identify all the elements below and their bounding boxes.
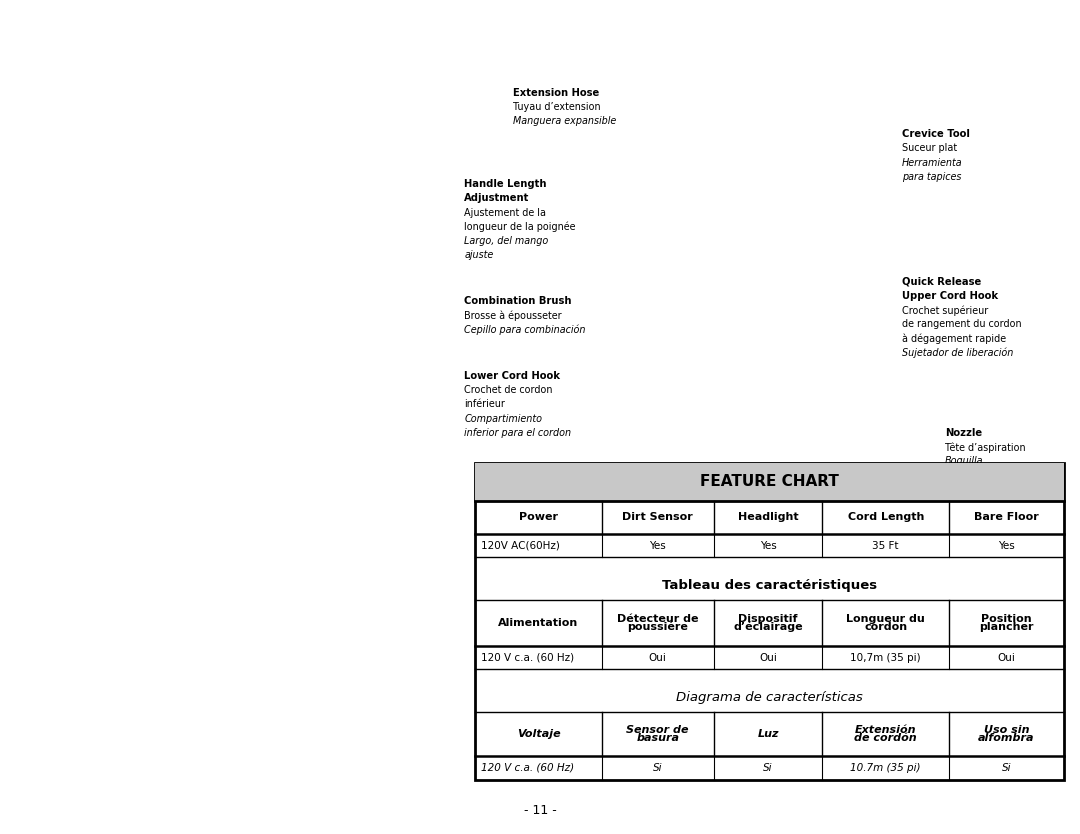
Text: Oui: Oui [998, 652, 1015, 662]
Text: alfombra: alfombra [978, 733, 1035, 743]
Text: FEATURE CHART: FEATURE CHART [700, 475, 839, 490]
Text: à dégagement rapide: à dégagement rapide [902, 334, 1005, 344]
Text: basura: basura [636, 733, 679, 743]
Text: Ajustement de la: Ajustement de la [464, 208, 546, 218]
Text: longueur de la poignée: longueur de la poignée [464, 222, 576, 233]
Text: Bare Floor: Bare Floor [974, 512, 1039, 522]
Text: Crevice Tool: Crevice Tool [902, 129, 970, 139]
Text: Si: Si [764, 763, 773, 773]
Text: Yes: Yes [759, 540, 777, 550]
Text: Manguera expansible: Manguera expansible [513, 116, 617, 126]
Text: para tapices: para tapices [902, 172, 961, 182]
Text: de cordón: de cordón [854, 733, 917, 743]
Text: Tuyau d’extension: Tuyau d’extension [513, 102, 600, 112]
Text: Tête d’aspiration: Tête d’aspiration [945, 442, 1026, 453]
Text: Yes: Yes [649, 540, 666, 550]
Text: Extension Hose: Extension Hose [513, 88, 599, 98]
Text: Manguera corta: Manguera corta [545, 608, 621, 618]
Text: Cepillo para combinación: Cepillo para combinación [464, 324, 585, 335]
Text: Compartimiento: Compartimiento [464, 414, 542, 424]
Text: Adjustment: Adjustment [464, 193, 530, 203]
Text: Combination Brush: Combination Brush [464, 296, 572, 306]
Text: Tableau des caractéristiques: Tableau des caractéristiques [662, 580, 877, 592]
Text: Courroie: Courroie [923, 588, 964, 598]
Text: Si: Si [653, 763, 662, 773]
Text: - 11 -: - 11 - [524, 804, 556, 817]
Text: Yes: Yes [998, 540, 1015, 550]
Text: Cord Length: Cord Length [848, 512, 923, 522]
Text: Crochet supérieur: Crochet supérieur [902, 305, 988, 316]
Text: Oui: Oui [649, 652, 666, 662]
Text: Lower Cord Hook: Lower Cord Hook [464, 371, 561, 381]
Bar [475, 463, 1064, 500]
Text: ajuste: ajuste [464, 250, 494, 260]
Text: 120 V c.a. (60 Hz): 120 V c.a. (60 Hz) [481, 652, 573, 662]
Text: Correa: Correa [923, 602, 956, 612]
Text: Brosse à épousseter: Brosse à épousseter [464, 310, 562, 321]
Text: Largo, del mango: Largo, del mango [464, 236, 549, 246]
Text: Luz: Luz [757, 729, 779, 739]
Text: Sujetador de liberación: Sujetador de liberación [902, 348, 1013, 359]
Text: Sensor de: Sensor de [626, 726, 689, 736]
Text: plancher: plancher [980, 621, 1034, 631]
Text: Boquilla: Boquilla [945, 456, 984, 466]
Text: inferior para el cordon: inferior para el cordon [464, 428, 571, 438]
Text: Herramienta: Herramienta [902, 158, 962, 168]
Text: Si: Si [1001, 763, 1011, 773]
Text: Nozzle: Nozzle [945, 428, 982, 438]
Text: Belt MC-V360B: Belt MC-V360B [923, 574, 1007, 584]
Text: Crochet de cordon: Crochet de cordon [464, 385, 553, 395]
Text: Voltaje: Voltaje [516, 729, 561, 739]
Text: Uso sin: Uso sin [984, 726, 1029, 736]
Text: 120 V c.a. (60 Hz): 120 V c.a. (60 Hz) [481, 763, 573, 773]
Text: 10.7m (35 pi): 10.7m (35 pi) [850, 763, 921, 773]
Text: de rangement du cordon: de rangement du cordon [902, 319, 1022, 329]
Text: Tuyau court: Tuyau court [545, 594, 602, 604]
Text: Short Hose: Short Hose [545, 580, 607, 590]
Text: Extensión: Extensión [855, 726, 917, 736]
Text: inférieur: inférieur [464, 399, 505, 409]
Text: Upper Cord Hook: Upper Cord Hook [902, 291, 998, 301]
Text: Dirt Sensor: Dirt Sensor [622, 512, 693, 522]
Text: Détecteur de: Détecteur de [617, 614, 699, 624]
Text: Diagrama de características: Diagrama de características [676, 691, 863, 704]
Text: Quick Release: Quick Release [902, 277, 981, 287]
Text: d’éclairage: d’éclairage [733, 621, 802, 632]
Text: Longueur du: Longueur du [847, 614, 926, 624]
Text: cordon: cordon [864, 621, 907, 631]
Text: Dispositif: Dispositif [739, 614, 798, 624]
Text: Headlight: Headlight [738, 512, 798, 522]
Text: 120V AC(60Hz): 120V AC(60Hz) [481, 540, 559, 550]
Text: 35 Ft: 35 Ft [873, 540, 899, 550]
Text: Position: Position [981, 614, 1031, 624]
Text: Suceur plat: Suceur plat [902, 143, 957, 153]
Text: Alimentation: Alimentation [498, 618, 579, 628]
Text: 10,7m (35 pi): 10,7m (35 pi) [850, 652, 921, 662]
Bar [475, 463, 1064, 780]
Text: Handle Length: Handle Length [464, 179, 546, 189]
Text: Power: Power [519, 512, 558, 522]
Text: Oui: Oui [759, 652, 777, 662]
Text: poussière: poussière [627, 621, 688, 632]
